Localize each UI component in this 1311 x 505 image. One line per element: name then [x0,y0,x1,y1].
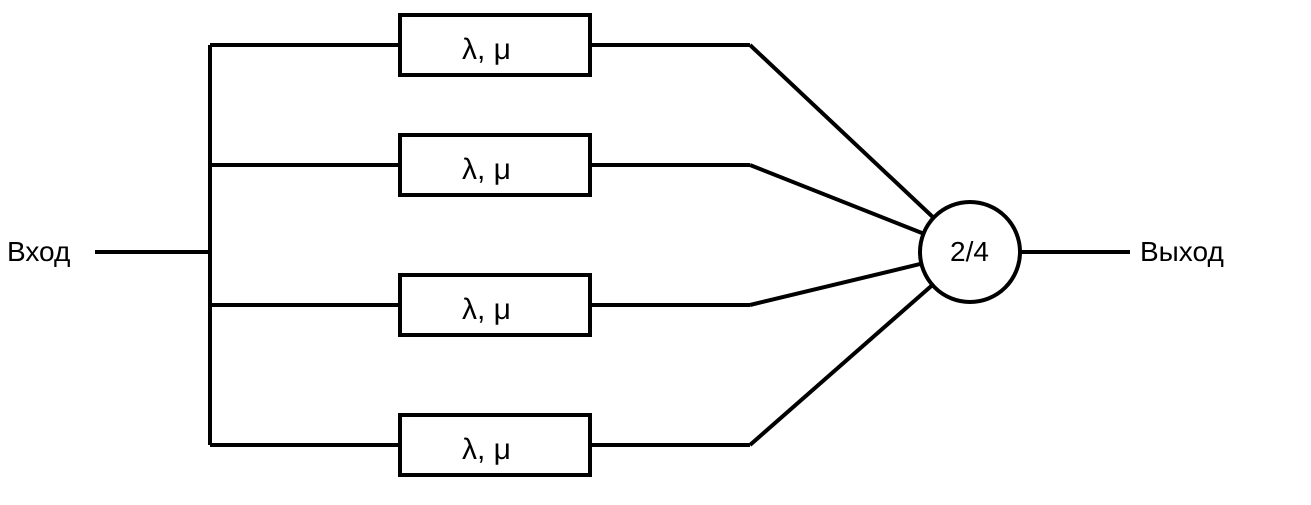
diagram-svg [0,0,1311,505]
block-label: λ, μ [462,35,511,65]
block-label: λ, μ [462,295,511,325]
diagram-canvas: Вход Выход 2/4 λ, μ λ, μ λ, μ λ, μ [0,0,1311,505]
output-label: Выход [1140,238,1224,266]
voter-label: 2/4 [950,238,989,266]
block-label: λ, μ [462,435,511,465]
block-label: λ, μ [462,155,511,185]
input-label: Вход [7,238,70,266]
